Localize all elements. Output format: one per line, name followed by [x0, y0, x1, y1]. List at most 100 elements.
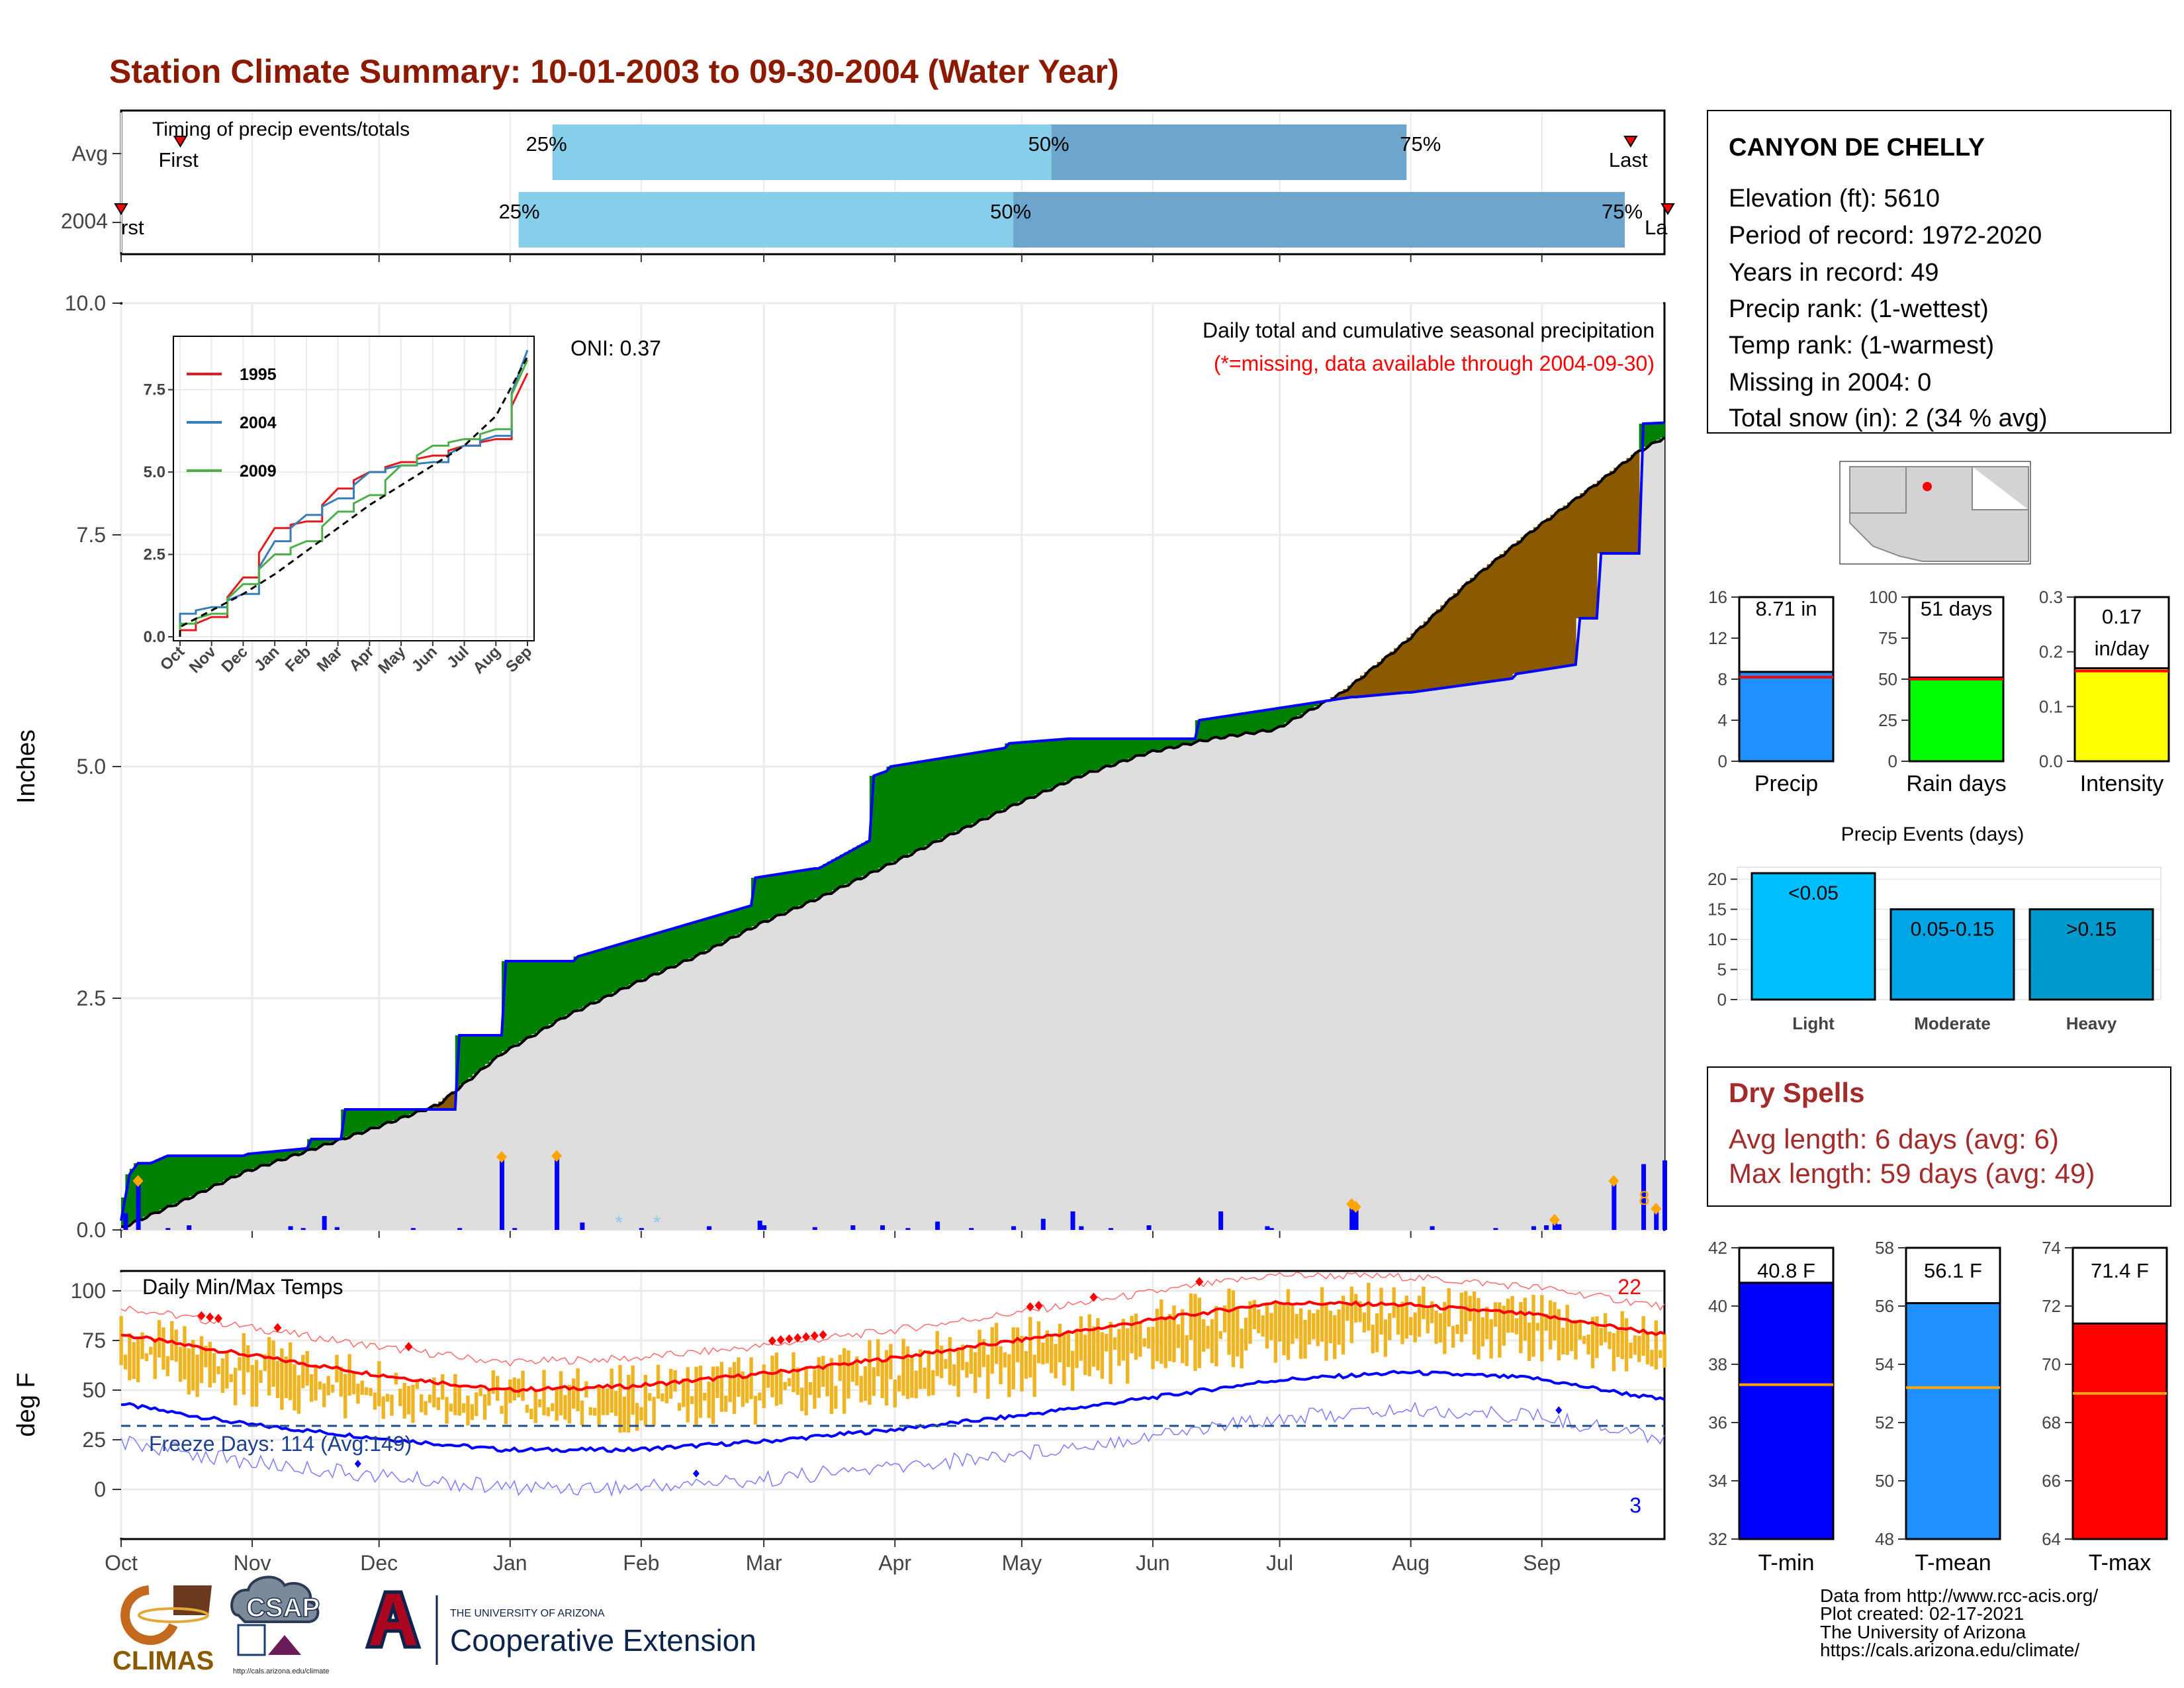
daily-precip-bar	[300, 1228, 306, 1230]
wetter-area	[353, 1109, 359, 1134]
summary-bars: 8.71 in 0 4 8 12 16 Precip 51 days 0 25 50 75 100 Rai…	[1708, 587, 2170, 796]
daily-temp-bar	[1595, 1316, 1599, 1358]
daily-temp-bar	[482, 1394, 487, 1420]
temp-summary-bar-T-mean	[1905, 1302, 2001, 1540]
wetter-area	[903, 763, 909, 856]
wetter-area	[1297, 704, 1302, 716]
drier-area	[1516, 540, 1522, 673]
daily-temp-bar	[529, 1408, 533, 1419]
drier-area	[1385, 655, 1390, 694]
daily-temp-bar	[1087, 1314, 1091, 1377]
drier-area	[1575, 496, 1581, 618]
daily-temp-bar	[381, 1396, 385, 1419]
daily-temp-bar	[1548, 1300, 1553, 1350]
wetter-area	[1021, 742, 1027, 800]
wetter-area	[612, 945, 617, 993]
daily-temp-bar	[1252, 1299, 1257, 1329]
daily-temp-bar	[753, 1395, 758, 1425]
month-label: Feb	[623, 1551, 659, 1575]
wetter-area	[1300, 704, 1306, 714]
daily-temp-bar	[1443, 1301, 1447, 1354]
temp-ylabel: deg F	[13, 1372, 40, 1436]
drier-area	[1554, 512, 1560, 667]
daily-temp-bar	[1574, 1319, 1578, 1360]
wetter-area	[743, 906, 748, 931]
wetter-area	[404, 1109, 410, 1116]
daily-temp-bar	[1138, 1322, 1142, 1357]
daily-temp-bar	[1659, 1350, 1662, 1358]
daily-temp-bar	[1062, 1334, 1066, 1385]
drier-area	[1559, 508, 1564, 667]
record-high-marker-icon	[1026, 1302, 1034, 1312]
precip-ytick-label: 5.0	[77, 755, 106, 778]
daily-temp-bar	[973, 1352, 978, 1393]
daily-temp-bar	[918, 1349, 923, 1389]
daily-temp-bar	[1540, 1295, 1544, 1362]
daily-temp-bar	[263, 1354, 267, 1372]
record-high-marker-icon	[768, 1336, 776, 1346]
precip-note-missing: (*=missing, data available through 2004-…	[1214, 352, 1655, 375]
daily-temp-bar	[1201, 1319, 1206, 1352]
wetter-area	[1309, 702, 1314, 709]
daily-temp-bar	[948, 1337, 952, 1385]
wetter-area	[1140, 739, 1145, 755]
timing-label-50: 50%	[990, 200, 1031, 223]
daily-temp-bar	[1277, 1303, 1282, 1342]
avg-max-line	[120, 1299, 1665, 1393]
daily-temp-bar	[1624, 1318, 1629, 1372]
daily-temp-bar	[732, 1362, 737, 1415]
wetter-area	[362, 1109, 367, 1131]
wetter-area	[966, 753, 972, 825]
daily-temp-bar	[1105, 1334, 1109, 1352]
daily-temp-bar	[758, 1392, 762, 1401]
drier-area	[1381, 658, 1387, 694]
daily-temp-bar	[314, 1364, 318, 1401]
daily-temp-bar	[250, 1365, 254, 1407]
timing-label-25: 25%	[526, 132, 567, 156]
wetter-area	[467, 1035, 473, 1078]
timing-bar-25-50	[518, 192, 1014, 248]
daily-temp-bar	[521, 1370, 525, 1401]
temp-ytick-label: 100	[71, 1279, 106, 1303]
wetter-area	[1005, 743, 1010, 808]
wetter-area	[696, 920, 702, 955]
drier-area	[1537, 524, 1543, 670]
wetter-area	[476, 1035, 481, 1071]
temp-summary-ytick-label: 52	[1875, 1413, 1894, 1432]
wetter-area	[916, 761, 921, 850]
wetter-area	[463, 1035, 469, 1082]
daily-temp-bar	[183, 1326, 187, 1380]
daily-temp-bar	[939, 1345, 944, 1378]
daily-temp-bar	[373, 1392, 377, 1410]
avg-min-line	[120, 1369, 1665, 1454]
record-high-count: 22	[1617, 1275, 1641, 1299]
daily-temp-bar	[246, 1345, 250, 1373]
summary-value: in/day	[2095, 637, 2150, 660]
daily-temp-bar	[1641, 1316, 1645, 1356]
daily-precip-bar	[123, 1213, 128, 1230]
daily-temp-bar	[927, 1350, 931, 1396]
wetter-area	[1089, 739, 1095, 772]
wetter-area	[1013, 743, 1019, 804]
wetter-area	[535, 961, 541, 1032]
daily-temp-bar	[1282, 1305, 1286, 1356]
daily-temp-bar	[1214, 1306, 1218, 1367]
wetter-area	[755, 877, 760, 924]
month-label: May	[1002, 1551, 1042, 1575]
wetter-area	[738, 908, 743, 933]
wetter-area	[1254, 711, 1259, 732]
daily-temp-bar	[1553, 1302, 1557, 1340]
station-location-marker	[1923, 482, 1932, 491]
daily-precip-bar	[555, 1158, 560, 1230]
wetter-area	[679, 925, 684, 962]
events-ytick-label: 15	[1707, 900, 1727, 919]
drier-area	[1343, 688, 1348, 698]
daily-precip-bar	[512, 1228, 518, 1230]
daily-precip-bar	[1079, 1226, 1084, 1230]
wetter-area	[514, 961, 520, 1045]
wetter-area	[565, 961, 570, 1015]
wetter-area	[1136, 739, 1141, 756]
wetter-area	[573, 957, 578, 1011]
daily-temp-bar	[660, 1393, 664, 1401]
temp-summary-ytick-label: 66	[2042, 1471, 2061, 1491]
